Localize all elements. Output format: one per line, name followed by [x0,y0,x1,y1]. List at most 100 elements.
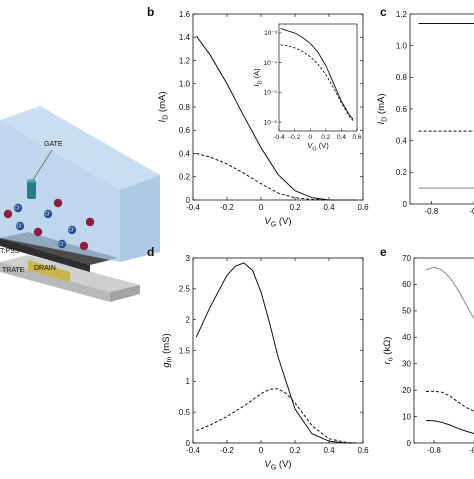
inset-x-axis-label-main: V [307,141,313,150]
y-tick-label: 1.0 [179,80,191,89]
series-line-1 [195,35,357,201]
y-axis-label-sub: m [166,356,174,362]
inset-x-tick-label: 0.4 [337,134,346,141]
series-line-1 [195,262,357,444]
y-tick-label: 1.4 [179,33,191,42]
cation-dot [79,241,89,251]
panel-letter-b: b [147,5,154,19]
x-axis-label: VG (V) [264,459,291,472]
anion-dot [57,239,67,249]
chart-d: -0.4 -0.2 0 0.2 0.4 0.6 0 0.5 1 1.5 2 2.5 3 VG (V) gm … [161,254,369,472]
x-axis-label-unit: (V) [276,459,291,470]
x-tick-label: 0.4 [323,446,335,455]
y-tick-label: 70 [402,254,411,263]
x-axis-label-sub: G [271,221,277,229]
y-tick-label: 10 [402,412,411,421]
cation-dot [3,209,13,219]
series-line-2 [425,390,474,412]
y-tick-label: 0.2 [179,173,191,182]
inset-y-axis-label-main: I [252,85,261,87]
substrate-side [110,285,140,302]
anion-label: Cl⁻ [68,228,76,234]
inset-y-axis-label-unit: (A) [252,68,261,81]
inset-x-tick-label: 0 [308,134,312,141]
y-axis-label-sub: o [387,357,395,361]
inset-y-axis-label: ID (A) [252,68,264,87]
x-tick-label: 0 [259,203,264,212]
y-tick-label: 0.6 [179,126,191,135]
y-tick-label: 60 [402,280,411,289]
plot-frame [192,257,364,444]
y-axis-label-main: g [161,362,172,368]
chart-b: -0.4 -0.2 0 0.2 0.4 0.6 0 0.2 0.4 0.6 0.8 1.0 1.2 1.4… [157,10,369,229]
electrolyte-side [120,175,160,262]
inset-x-tick-label: 0.6 [352,134,361,141]
y-axis-label-unit: (mA) [376,94,387,117]
y-axis-label-main: r [382,360,393,364]
ion-group: Cl⁻ Cl⁻ Cl⁻ Cl⁻ Cl⁻ [3,198,95,251]
y-axis-label-sub: D [381,117,389,122]
panel-letter-c: c [380,5,387,19]
y-tick-label: 1.2 [179,56,191,65]
inset-x-axis-label: VG (V) [307,141,329,153]
cation-dot [53,198,63,208]
x-axis-label: VG (V) [264,216,291,229]
cation-dot [85,217,95,227]
y-axis-label-unit: (mA) [157,92,168,115]
y-axis-label-sub: D [162,115,170,120]
anion-label: Cl⁻ [44,212,52,218]
gate-pointer [32,149,53,181]
y-tick-label: 50 [402,307,411,316]
x-tick-label: 0.4 [323,203,335,212]
plot-frame [409,13,474,205]
y-tick-label: 1 [186,377,191,386]
x-tick-label: -0.4 [186,446,200,455]
anion-label: Cl⁻ [58,242,66,248]
y-axis-label: ro (kΩ) [382,337,395,365]
y-tick-label: 2 [186,315,191,324]
y-tick-label: 0 [407,439,412,448]
anion-dot [67,225,77,235]
x-axis-label-main: V [264,459,272,470]
x-tick-label: -0.2 [220,203,234,212]
inset-x-axis-label-unit: (V) [317,141,330,150]
series-line-1 [425,266,474,320]
y-axis-label: gm (mS) [161,333,174,367]
x-tick-label: -0. [469,446,474,455]
x-tick-label: 0.2 [289,446,301,455]
inset-series-line-1 [280,28,354,120]
x-tick-label: 0 [259,446,264,455]
series-line-3 [425,420,474,434]
inset-x-tick-label: 0.2 [321,134,330,141]
inset-y-tick-label: 10⁻³ [264,30,278,37]
y-tick-label: 1.2 [396,10,408,19]
electrolyte-top [0,106,160,190]
y-axis-label-main: I [376,122,387,125]
anion-label: Cl⁻ [14,206,22,212]
y-tick-label: 30 [402,360,411,369]
anion-dot [43,209,53,219]
electrolyte-front [0,120,120,262]
inset-x-tick-label: -0.4 [273,134,285,141]
inset-y-tick-label: 10⁻⁶ [264,119,278,126]
y-tick-label: 0.4 [396,136,408,145]
chart-e: -0.8 -0. 0 10 20 30 40 50 60 70 ro (kΩ) [382,254,474,455]
cation-dot [33,227,43,237]
x-tick-label: -0. [469,207,474,216]
drain-label: DRAIN [34,265,56,272]
x-tick-label: 0.2 [289,203,301,212]
series-line-2 [196,153,357,201]
inset-x-tick-label: -0.2 [289,134,301,141]
pedot-front [0,238,90,272]
x-axis-label-sub: G [271,464,277,472]
y-tick-label: 0.5 [179,408,191,417]
x-axis-label-unit: (V) [276,216,291,227]
panel-letter-e: e [380,245,387,259]
anion-dot [15,221,25,231]
chart-c: -0.8 -0. 0 0.2 0.4 0.6 0.8 1.0 1.2 ID (mA) [376,10,474,216]
y-tick-label: 1.5 [179,346,191,355]
x-tick-label: -0.8 [427,446,441,455]
inset-series-line-2 [280,44,354,121]
